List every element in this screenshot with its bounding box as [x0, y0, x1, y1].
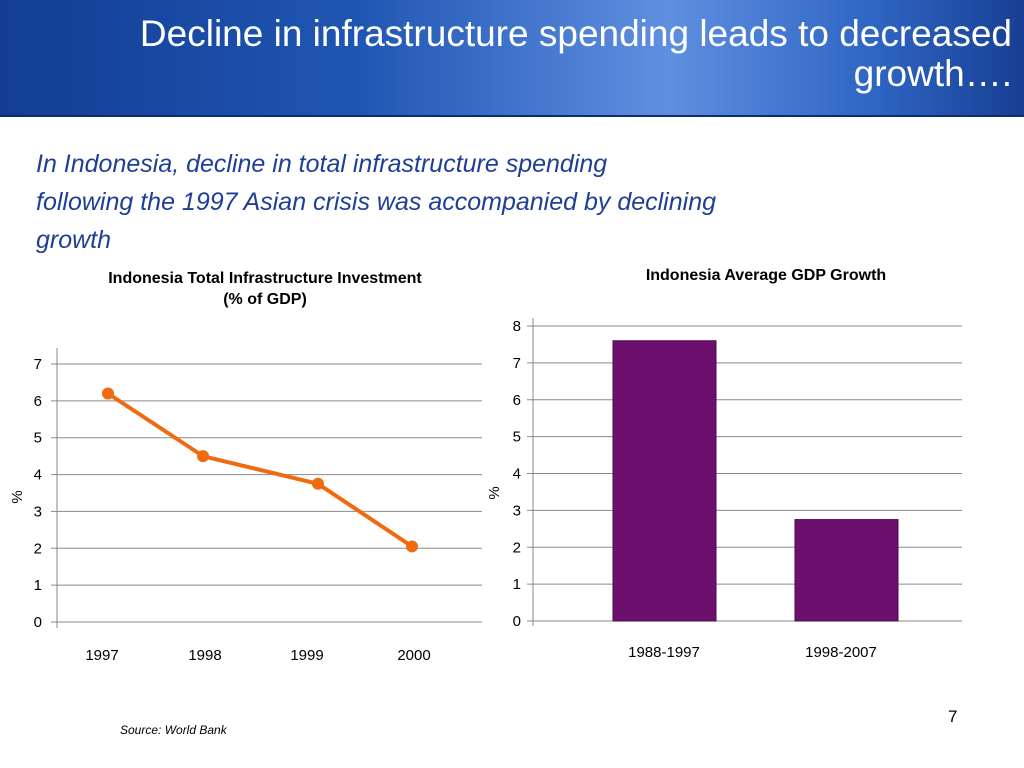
line-chart-y-tick-label: 1: [34, 577, 42, 594]
intro-text: In Indonesia, decline in total infrastru…: [36, 145, 936, 259]
line-chart-title-line-2: (% of GDP): [223, 291, 307, 308]
bar-chart-y-tick-label: 7: [513, 355, 521, 372]
intro-line-1: In Indonesia, decline in total infrastru…: [36, 150, 608, 178]
bar-chart-y-tick-label: 0: [513, 613, 521, 630]
bar-chart-y-tick-label: 1: [513, 576, 521, 593]
intro-line-3: growth: [36, 226, 112, 254]
line-series-line: [106, 391, 414, 549]
line-chart-title-line-1: Indonesia Total Infrastructure Investmen…: [108, 270, 422, 287]
line-chart-y-tick-label: 3: [34, 503, 42, 520]
bar-chart-title-line-1: Indonesia Average GDP Growth: [645, 267, 887, 284]
title-banner: Decline in infrastructure spending leads…: [0, 0, 1024, 117]
line-chart-y-tick-label: 6: [34, 393, 42, 410]
line-chart-y-tick-label: 4: [34, 467, 42, 484]
line-series-point: [406, 540, 418, 553]
bar-chart-y-tick-label: 3: [513, 502, 521, 519]
bar-chart-title: Indonesia Average GDP Growth: [566, 265, 966, 286]
bar-chart-y-axis-label: %: [486, 486, 503, 499]
bar-chart-y-tick-label: 6: [513, 392, 521, 409]
line-chart-title: Indonesia Total Infrastructure Investmen…: [60, 268, 470, 310]
bar-chart-y-tick-label: 5: [513, 429, 521, 446]
line-chart-y-tick-label: 0: [34, 614, 42, 631]
line-chart-y-tick-label: 7: [34, 356, 42, 373]
line-series-point: [102, 387, 114, 400]
bar-chart-y-tick-label: 8: [513, 318, 521, 335]
line-chart-y-tick-label: 2: [34, 540, 42, 557]
bar-chart-y-tick-label: 4: [513, 466, 521, 483]
bar-chart-x-tick-label: 1998-2007: [805, 644, 877, 661]
page-number: 7: [948, 707, 958, 726]
bar-chart-y-tick-label: 2: [513, 539, 521, 556]
line-chart-x-tick-label: 2000: [397, 647, 430, 664]
bar-chart-x-tick-label: 1988-1997: [628, 644, 700, 661]
line-chart-x-tick-label: 1999: [290, 647, 323, 664]
line-series-point: [312, 477, 324, 490]
source-note: Source: World Bank: [120, 723, 227, 737]
line-series-point: [197, 450, 209, 463]
line-chart-y-tick-label: 5: [34, 430, 42, 447]
slide-title: Decline in infrastructure spending leads…: [139, 13, 1012, 94]
intro-line-2: following the 1997 Asian crisis was acco…: [36, 188, 717, 216]
line-chart-y-axis-label: %: [9, 490, 26, 503]
bar-series-bar: [794, 519, 899, 622]
line-chart-x-tick-label: 1997: [85, 647, 118, 664]
bar-series-bar: [612, 340, 717, 622]
line-chart-x-tick-label: 1998: [188, 647, 221, 664]
